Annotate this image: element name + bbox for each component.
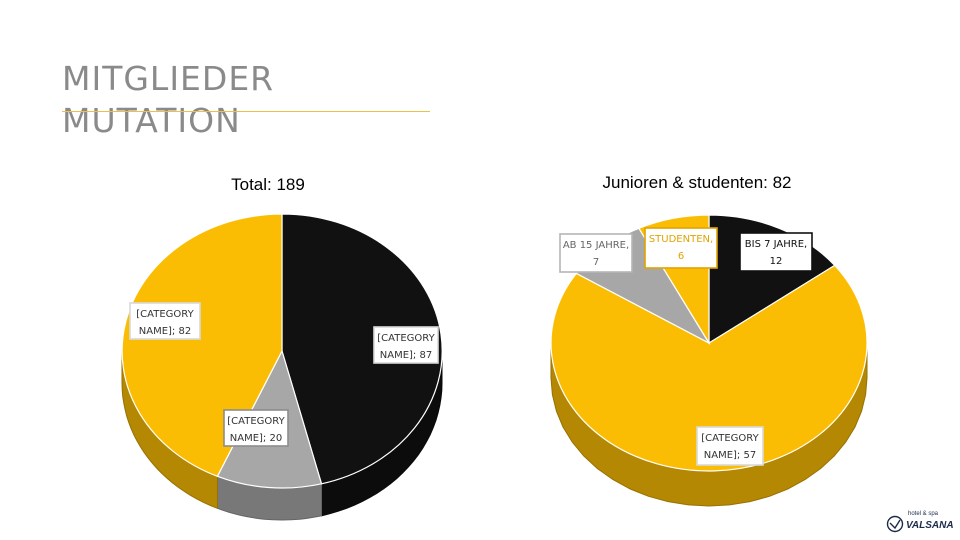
label-category-82-line-1: [CATEGORY	[136, 309, 194, 320]
pie-total-slice-0	[281, 213, 443, 485]
logo-small-text: hotel & spa	[908, 511, 939, 517]
valsana-logo-icon	[886, 515, 904, 533]
label-category-82: [CATEGORY NAME]; 82	[129, 302, 201, 340]
label-ab-15-jahre: AB 15 JAHRE, 7	[559, 233, 633, 273]
label-category-20: [CATEGORY NAME]; 20	[223, 409, 289, 447]
label-bis-7-jahre: BIS 7 JAHRE, 12	[739, 232, 813, 272]
label-category-87-line-2: NAME]; 87	[380, 350, 432, 361]
chart-title-junioren: Junioren & studenten: 82	[602, 173, 791, 192]
label-category-20-line-2: NAME]; 20	[230, 433, 282, 444]
pie-junioren-slice-1	[550, 264, 868, 472]
chart-title-total: Total: 189	[231, 175, 305, 194]
label-category-87: [CATEGORY NAME]; 87	[373, 326, 439, 364]
pie-total	[121, 213, 443, 521]
label-category-57-line-1: [CATEGORY	[701, 433, 759, 444]
label-category-20-line-1: [CATEGORY	[227, 416, 285, 427]
label-studenten-line-1: STUDENTEN,	[649, 234, 713, 245]
valsana-logo: hotel & spa VALSANA	[886, 511, 956, 533]
label-studenten-line-2: 6	[678, 251, 684, 262]
logo-text: VALSANA	[906, 520, 954, 531]
label-bis-7-jahre-line-1: BIS 7 JAHRE,	[745, 239, 807, 250]
label-category-57: [CATEGORY NAME]; 57	[696, 426, 764, 466]
label-category-87-line-1: [CATEGORY	[377, 333, 435, 344]
label-ab-15-jahre-line-2: 7	[593, 257, 599, 268]
label-studenten: STUDENTEN, 6	[644, 227, 718, 269]
label-bis-7-jahre-line-2: 12	[770, 256, 783, 267]
label-category-82-line-2: NAME]; 82	[139, 326, 191, 337]
page-title: MITGLIEDER MUTATION	[62, 58, 442, 142]
label-ab-15-jahre-line-1: AB 15 JAHRE,	[563, 240, 629, 251]
title-underline	[62, 111, 430, 112]
label-category-57-line-2: NAME]; 57	[704, 450, 756, 461]
page-title-line-2: MUTATION	[62, 101, 241, 140]
page-title-line-1: MITGLIEDER	[62, 59, 275, 98]
